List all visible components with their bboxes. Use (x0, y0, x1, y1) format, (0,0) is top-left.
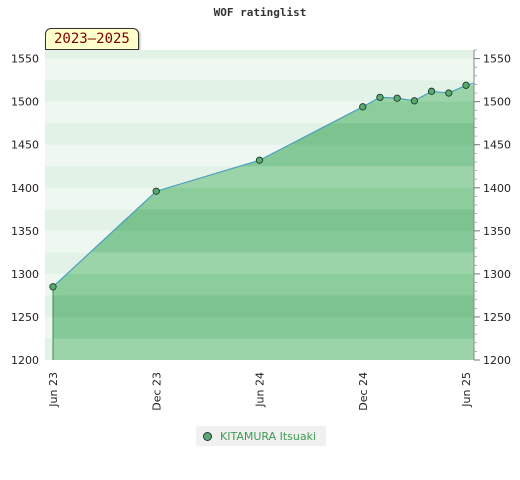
period-badge: 2023–2025 (45, 28, 139, 50)
area-band (53, 295, 474, 317)
y-tick-label: 1500 (11, 96, 39, 109)
x-tick-label: Jun 24 (254, 372, 267, 408)
legend-marker (203, 431, 212, 441)
data-point (376, 93, 384, 102)
y-tick-label-right: 1450 (483, 139, 511, 152)
y-tick-label: 1200 (11, 354, 39, 367)
data-point (445, 89, 453, 97)
area-band (53, 273, 474, 296)
background-band (45, 58, 474, 81)
y-tick-label: 1400 (11, 182, 39, 195)
data-point (427, 87, 436, 95)
area-band (53, 252, 474, 274)
background-band (45, 80, 474, 102)
x-axis: Jun 23 Dec 23 Jun 24 Dec 24 Jun 25 (47, 372, 473, 411)
legend: KITAMURA Itsuaki (196, 426, 326, 446)
data-point (410, 97, 419, 105)
y-tick-label-right: 1350 (483, 225, 511, 238)
y-tick-label: 1250 (11, 311, 39, 324)
y-tick-label-right: 1250 (483, 311, 511, 324)
x-tick-label: Jun 23 (47, 372, 60, 408)
y-tick-label-right: 1500 (483, 96, 511, 109)
area-band (53, 338, 474, 360)
rating-chart: 1200 1250 1300 1350 1400 1450 1500 1550 1200 125… (11, 49, 511, 411)
y-tick-label: 1300 (11, 268, 39, 281)
data-point (49, 283, 57, 291)
y-tick-label: 1550 (11, 53, 39, 66)
y-tick-label-right: 1400 (483, 182, 511, 195)
data-point (255, 156, 264, 164)
area-band (53, 209, 474, 231)
area-band (53, 230, 474, 253)
area-band (53, 316, 474, 339)
y-tick-label-right: 1200 (483, 354, 511, 367)
y-tick-label-right: 1550 (483, 53, 511, 66)
background-band (45, 50, 474, 59)
data-points (49, 81, 470, 291)
x-tick-label: Jun 25 (460, 372, 473, 408)
y-axis-left: 1200 1250 1300 1350 1400 1450 1500 1550 (11, 53, 39, 367)
y-tick-label: 1450 (11, 139, 39, 152)
data-point (359, 103, 367, 111)
y-tick-label-right: 1300 (483, 268, 511, 281)
data-point (393, 94, 401, 102)
x-tick-label: Dec 23 (150, 372, 163, 411)
x-tick-label: Dec 24 (357, 372, 370, 411)
data-point (152, 187, 160, 195)
data-point (462, 81, 470, 89)
y-axis-right: 1200 1250 1300 1350 1400 1450 1500 1550 (473, 49, 511, 367)
chart-title: WOF ratinglist (213, 6, 307, 19)
legend-label: KITAMURA Itsuaki (220, 429, 317, 443)
y-tick-label: 1350 (11, 225, 39, 238)
